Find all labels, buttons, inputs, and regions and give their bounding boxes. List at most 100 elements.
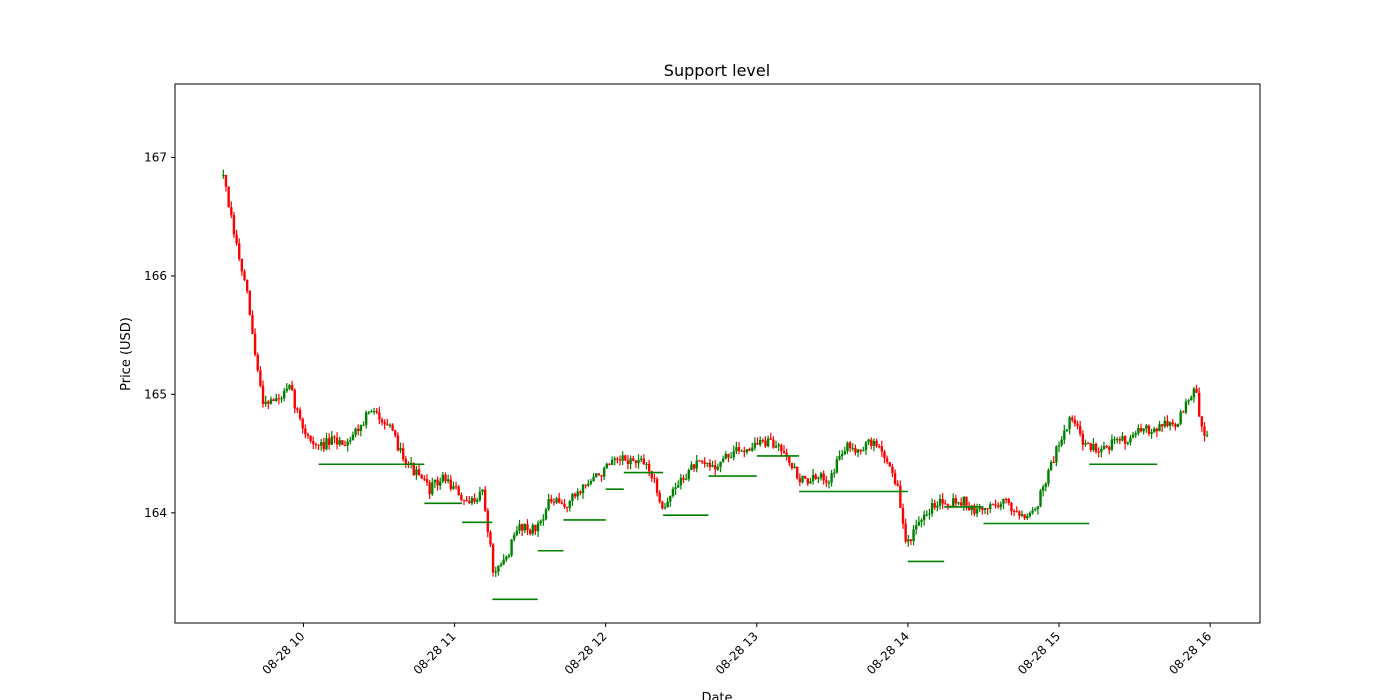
- ohlc-bar-up: [581, 483, 585, 499]
- bar-body: [822, 473, 825, 481]
- bar-body: [1102, 446, 1106, 449]
- ohlc-bar-up: [1168, 421, 1172, 431]
- ohlc-bar-down: [394, 429, 397, 438]
- bar-body: [1182, 411, 1185, 413]
- bar-body: [1089, 443, 1092, 451]
- bar-body: [558, 498, 561, 503]
- bar-body: [774, 446, 778, 448]
- bar-body: [663, 507, 667, 509]
- bar-body: [534, 524, 537, 532]
- ohlc-bar-down: [248, 290, 252, 316]
- ohlc-bar-down: [460, 492, 463, 502]
- ohlc-bar-down: [454, 481, 458, 490]
- bar-body: [1010, 503, 1013, 512]
- ohlc-bar-down: [1147, 424, 1151, 437]
- ohlc-bar-down: [391, 423, 394, 432]
- bar-body: [991, 504, 995, 506]
- ohlc-bar-up: [388, 423, 392, 429]
- ohlc-bar-up: [684, 473, 688, 481]
- ohlc-bar-up: [851, 443, 854, 452]
- ohlc-bar-up: [470, 495, 474, 506]
- ohlc-bar-down: [473, 493, 476, 504]
- ohlc-bar-down: [1081, 430, 1085, 451]
- bar-body: [999, 503, 1003, 508]
- ohlc-bar-down: [343, 440, 347, 447]
- bar-body: [896, 483, 899, 486]
- ohlc-bar-up: [1134, 430, 1137, 438]
- bar-body: [1073, 419, 1077, 424]
- bar-body: [1100, 448, 1103, 453]
- bar-body: [975, 508, 979, 514]
- bar-body: [915, 525, 918, 530]
- ohlc-bar-up: [811, 468, 815, 485]
- bar-body: [748, 449, 751, 451]
- ohlc-bar-up: [989, 501, 992, 513]
- bar-body: [1155, 428, 1159, 432]
- bar-body: [920, 520, 923, 522]
- bar-body: [573, 493, 577, 497]
- ohlc-bar-down: [235, 229, 238, 246]
- bar-body: [790, 462, 794, 469]
- ohlc-bar-up: [978, 503, 981, 513]
- ohlc-bar-up: [362, 421, 365, 427]
- bar-body: [386, 424, 389, 426]
- bar-body: [1094, 443, 1098, 452]
- ohlc-bar-down: [634, 460, 638, 468]
- bar-body: [491, 544, 495, 573]
- ohlc-bar-down: [306, 432, 310, 439]
- ohlc-bar-up: [724, 451, 728, 460]
- bar-body: [856, 449, 860, 453]
- ohlc-bar-down: [904, 518, 907, 544]
- bar-body: [309, 435, 312, 442]
- ohlc-bar-down: [682, 474, 685, 484]
- ohlc-bar-down: [584, 484, 587, 489]
- ohlc-bar-up: [1002, 498, 1005, 510]
- bar-body: [944, 503, 947, 505]
- ohlc-bar-down: [1007, 497, 1010, 506]
- ohlc-bar-up: [513, 532, 516, 542]
- ohlc-bar-down: [994, 499, 997, 509]
- bar-body: [788, 456, 791, 463]
- ohlc-bar-up: [1113, 436, 1116, 445]
- bar-body: [325, 438, 328, 450]
- ohlc-bar-up: [639, 455, 643, 463]
- ohlc-bar-up: [544, 507, 548, 521]
- bar-body: [893, 473, 897, 484]
- ohlc-bar-down: [560, 499, 564, 505]
- ohlc-bar-down: [959, 497, 963, 508]
- bar-body: [285, 388, 289, 391]
- ohlc-bar-up: [1158, 420, 1161, 432]
- ohlc-bar-down: [883, 449, 886, 464]
- bar-body: [1150, 431, 1153, 434]
- bar-body: [756, 443, 759, 445]
- ohlc-bar-up: [595, 472, 598, 478]
- ohlc-bar-down: [1200, 415, 1204, 432]
- bar-body: [595, 473, 598, 477]
- ohlc-bar-up: [476, 497, 479, 505]
- bar-body: [401, 448, 405, 459]
- ohlc-bar-up: [478, 486, 482, 502]
- ohlc-bar-up: [835, 456, 839, 474]
- bar-body: [684, 478, 688, 480]
- bar-body: [372, 411, 376, 413]
- bar-body: [706, 462, 709, 464]
- bar-body: [327, 438, 331, 445]
- ohlc-bar-up: [856, 448, 860, 458]
- ohlc-bar-down: [565, 506, 569, 513]
- bar-body: [383, 422, 386, 425]
- bar-body: [542, 519, 545, 521]
- bar-body: [1015, 511, 1018, 513]
- ohlc-bar-down: [304, 424, 307, 439]
- bar-body: [793, 466, 796, 469]
- ohlc-bar-down: [444, 472, 447, 484]
- ohlc-bar-up: [1047, 468, 1050, 487]
- bar-body: [1110, 439, 1114, 450]
- bar-body: [552, 501, 556, 503]
- ohlc-bar-up: [751, 442, 754, 452]
- bar-body: [679, 477, 683, 486]
- bar-body: [235, 234, 238, 244]
- bar-body: [560, 502, 564, 504]
- bar-body: [909, 539, 913, 542]
- ohlc-bar-down: [785, 448, 788, 461]
- bar-body: [1184, 401, 1188, 413]
